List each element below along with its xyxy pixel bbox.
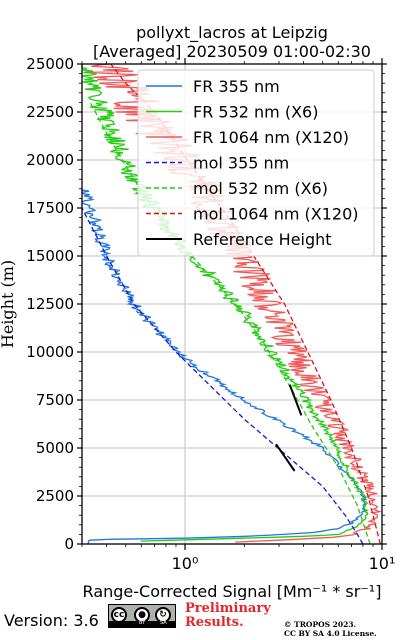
range-corrected-signal-chart: pollyxt_lacros at Leipzig [Averaged] 202… <box>0 23 395 600</box>
copyright-notice: © TROPOS 2023. CC BY SA 4.0 License. <box>284 620 377 638</box>
preliminary-line: Preliminary <box>185 601 271 616</box>
series-mol-532-nm-x6 <box>89 102 371 545</box>
attribution-icon: ● <box>134 607 150 623</box>
y-tick-label: 7500 <box>36 391 74 409</box>
chart-title: pollyxt_lacros at Leipzig <box>136 23 328 43</box>
legend-label: mol 532 nm (X6) <box>193 179 328 198</box>
legend-box <box>137 69 375 257</box>
x-axis-label: Range-Corrected Signal [Mm⁻¹ * sr⁻¹] <box>83 582 382 600</box>
y-tick-label: 10000 <box>26 343 74 361</box>
series-reference-height <box>275 443 296 472</box>
legend-label: FR 355 nm <box>193 77 280 96</box>
series-fr-532-nm-x6 <box>81 64 369 542</box>
series-fr-355-nm <box>80 188 368 545</box>
license-line: CC BY SA 4.0 License. <box>284 629 377 638</box>
license-strip: BY SA <box>109 620 175 627</box>
legend-label: Reference Height <box>193 230 332 249</box>
version-label: Version: 3.6 <box>4 611 99 630</box>
y-tick-label: 5000 <box>36 439 74 457</box>
y-tick-label: 12500 <box>26 295 74 313</box>
cc-license-badge[interactable]: cc ● ↻ BY SA <box>108 604 176 628</box>
axes: 0 2500 5000 7500 10000 12500 15000 17500 20000 22… <box>26 55 395 573</box>
legend-label: FR 1064 nm (X120) <box>193 128 349 147</box>
y-tick-label: 2500 <box>36 487 74 505</box>
y-tick-label: 17500 <box>26 199 74 217</box>
preliminary-results-note: Preliminary Results. <box>185 602 271 630</box>
copyright-line: © TROPOS 2023. <box>284 620 357 629</box>
series-mol-355-nm <box>81 207 364 545</box>
legend: FR 355 nm FR 532 nm (X6) FR 1064 nm (X120)… <box>137 69 375 257</box>
x-tick-label: 10⁰ <box>172 554 199 573</box>
x-tick-label: 10¹ <box>369 554 396 573</box>
y-tick-label: 0 <box>64 535 74 553</box>
y-axis-label: Height (m) <box>0 260 17 348</box>
chart-subtitle: [Averaged] 20230509 01:00-02:30 <box>93 42 371 61</box>
series-reference-height <box>288 384 303 416</box>
legend-label: FR 532 nm (X6) <box>193 103 318 122</box>
sa-label: SA <box>160 620 167 626</box>
legend-label: mol 355 nm <box>193 154 289 173</box>
results-line: Results. <box>185 615 244 630</box>
by-label: BY <box>139 620 146 626</box>
y-tick-label: 20000 <box>26 151 74 169</box>
y-tick-label: 25000 <box>26 55 74 73</box>
legend-label: mol 1064 nm (X120) <box>193 205 359 224</box>
y-tick-label: 22500 <box>26 103 74 121</box>
y-tick-label: 15000 <box>26 247 74 265</box>
